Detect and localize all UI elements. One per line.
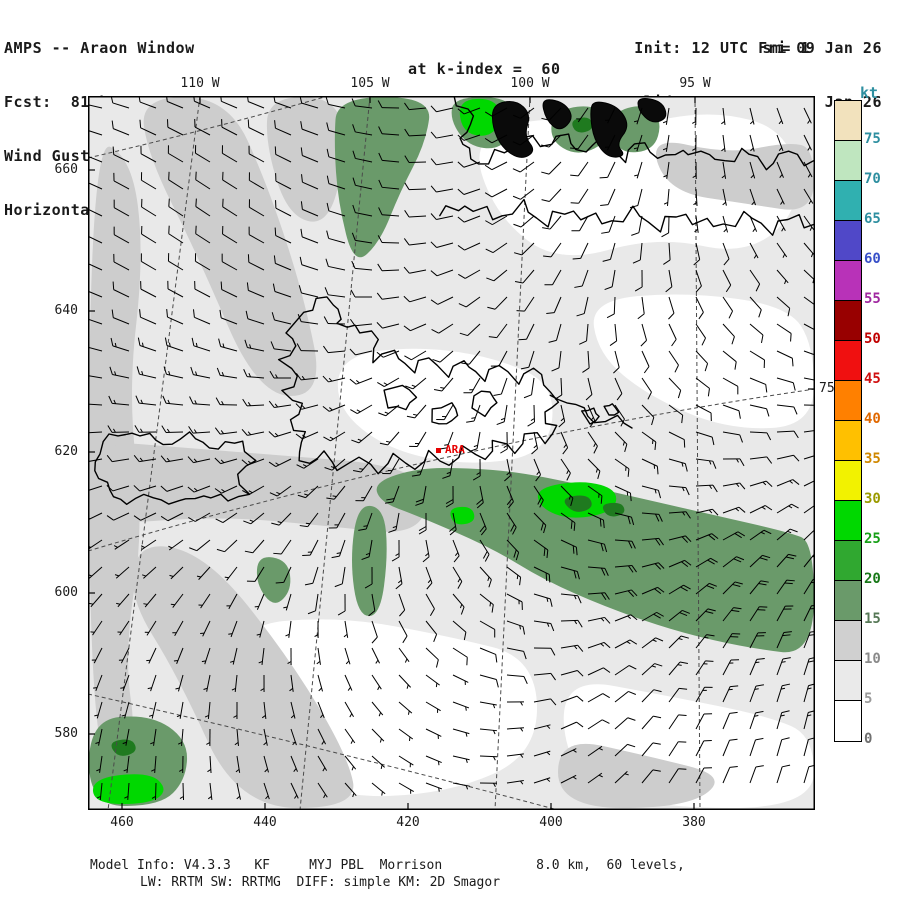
terrain-patches bbox=[491, 98, 667, 158]
colorbar-tick-35: 35 bbox=[864, 451, 881, 467]
wind-barbs bbox=[88, 96, 815, 801]
axis-label-top-1: 105 W bbox=[350, 76, 390, 91]
colorbar-tick-40: 40 bbox=[864, 411, 881, 427]
axis-label-left-1: 640 bbox=[54, 303, 78, 318]
colorbar bbox=[834, 100, 862, 742]
colorbar-tick-50: 50 bbox=[864, 331, 881, 347]
colorbar-segment bbox=[835, 341, 861, 381]
axis-label-top-2: 100 W bbox=[510, 76, 550, 91]
axis-label-bottom-1: 440 bbox=[253, 815, 277, 830]
init-time: Init: 12 UTC Fri 09 Jan 26 bbox=[634, 39, 882, 57]
map-frame bbox=[88, 96, 815, 810]
axis-label-left-0: 660 bbox=[54, 162, 78, 177]
colorbar-tick-5: 5 bbox=[864, 691, 873, 707]
colorbar-segment bbox=[835, 261, 861, 301]
map-plot: ARA bbox=[88, 96, 815, 810]
colorbar-segment bbox=[835, 701, 861, 741]
station-label: ARA bbox=[445, 443, 465, 456]
colorbar-segment bbox=[835, 621, 861, 661]
colorbar-segment bbox=[835, 141, 861, 181]
physics-info-line: LW: RRTM SW: RRTMG DIFF: simple KM: 2D S… bbox=[140, 875, 501, 890]
axis-label-bottom-3: 400 bbox=[539, 815, 563, 830]
colorbar-tick-75: 75 bbox=[864, 131, 881, 147]
colorbar-tick-60: 60 bbox=[864, 251, 881, 267]
axis-label-left-2: 620 bbox=[54, 444, 78, 459]
axis-label-right-0: 75 bbox=[819, 381, 835, 396]
colorbar-tick-15: 15 bbox=[864, 611, 881, 627]
axis-label-top-3: 95 W bbox=[679, 76, 711, 91]
subtitle-k-index: at k-index = 60 bbox=[408, 60, 561, 78]
colorbar-segment bbox=[835, 101, 861, 141]
graticule bbox=[88, 96, 815, 810]
axis-label-bottom-4: 380 bbox=[682, 815, 706, 830]
colorbar-tick-25: 25 bbox=[864, 531, 881, 547]
axis-label-left-3: 600 bbox=[54, 585, 78, 600]
title-line-1: AMPS -- Araon Window bbox=[4, 39, 195, 57]
colorbar-segment bbox=[835, 301, 861, 341]
colorbar-segment bbox=[835, 541, 861, 581]
colorbar-segment bbox=[835, 381, 861, 421]
axis-label-bottom-2: 420 bbox=[396, 815, 420, 830]
colorbar-tick-55: 55 bbox=[864, 291, 881, 307]
axis-label-bottom-0: 460 bbox=[110, 815, 134, 830]
colorbar-segment bbox=[835, 461, 861, 501]
colorbar-segment bbox=[835, 661, 861, 701]
colorbar-unit: kt bbox=[860, 84, 879, 102]
colorbar-tick-10: 10 bbox=[864, 651, 881, 667]
colorbar-tick-70: 70 bbox=[864, 171, 881, 187]
colorbar-segment bbox=[835, 501, 861, 541]
colorbar-tick-0: 0 bbox=[864, 731, 873, 747]
colorbar-tick-45: 45 bbox=[864, 371, 881, 387]
colorbar-segment bbox=[835, 181, 861, 221]
colorbar-tick-65: 65 bbox=[864, 211, 881, 227]
axis-label-left-4: 580 bbox=[54, 726, 78, 741]
colorbar-segment bbox=[835, 221, 861, 261]
axis-label-top-0: 110 W bbox=[180, 76, 220, 91]
colorbar-tick-30: 30 bbox=[864, 491, 881, 507]
map-layers: ARA bbox=[88, 96, 815, 810]
smoothing-label: sm= 1 bbox=[762, 39, 810, 57]
colorbar-segment bbox=[835, 421, 861, 461]
colorbar-tick-20: 20 bbox=[864, 571, 881, 587]
model-info-line: Model Info: V4.3.3 KF MYJ PBL Morrison 8… bbox=[90, 858, 685, 873]
colorbar-segment bbox=[835, 581, 861, 621]
station-marker: ARA bbox=[436, 443, 465, 456]
